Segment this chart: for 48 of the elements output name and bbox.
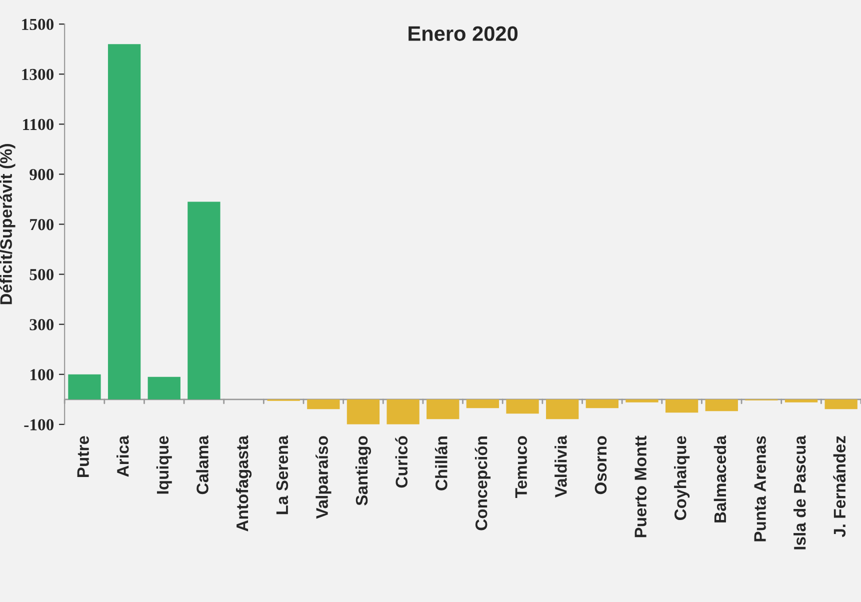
x-tick-label: Arica <box>116 435 129 477</box>
x-tick-label: Isla de Pascua <box>794 435 806 550</box>
bar <box>188 202 220 400</box>
bar <box>386 399 420 424</box>
x-tick-label: Concepción <box>474 436 491 530</box>
bar <box>68 374 101 400</box>
bar <box>546 399 579 420</box>
y-tick-label: 1300 <box>22 68 54 80</box>
bar <box>626 399 658 402</box>
y-tick-label: 700 <box>30 218 54 230</box>
x-tick-label: J. Fernández <box>833 436 846 538</box>
bar <box>665 399 698 413</box>
bar <box>705 399 738 412</box>
x-tick-label: Iquique <box>156 436 172 494</box>
x-tick-label: Curicó <box>395 436 408 488</box>
x-tick-label: Balmaceda <box>714 435 726 522</box>
bar <box>784 399 818 402</box>
y-tick-label: -100 <box>24 419 54 430</box>
x-tick-label: La Serena <box>276 435 288 514</box>
x-tick-label: Temuco <box>515 436 527 498</box>
y-tick-label: 900 <box>30 168 54 180</box>
bar <box>506 399 539 414</box>
y-tick-label: 500 <box>30 268 54 280</box>
x-tick-label: Puerto Montt <box>634 436 646 538</box>
y-tick-label: 1100 <box>23 118 54 130</box>
x-tick-label: Antofagasta <box>236 435 252 532</box>
x-tick-label: Putre <box>77 436 89 478</box>
x-tick-label: Santiago <box>355 436 372 506</box>
bar <box>586 399 618 408</box>
x-tick-label: Calama <box>196 435 208 494</box>
x-tick-label: Punta Arenas <box>754 436 766 542</box>
x-tick-label: Valparaíso <box>316 436 332 519</box>
chart-title: Enero 2020 <box>408 26 518 41</box>
bar <box>426 399 460 420</box>
y-axis-title: Déficit/Superávit (%) <box>0 144 16 304</box>
x-tick-label: Osorno <box>594 436 607 494</box>
bar <box>346 399 380 424</box>
y-tick-label: 100 <box>30 369 54 380</box>
bar <box>108 44 141 400</box>
bar <box>148 376 180 400</box>
x-tick-label: Coyhaique <box>674 436 690 520</box>
y-tick-label: 1500 <box>22 18 54 30</box>
x-tick-label: Chillán <box>434 436 448 490</box>
bar <box>466 399 500 408</box>
y-tick-label: 300 <box>30 319 54 330</box>
x-tick-label: Valdivia <box>554 435 567 498</box>
bar <box>307 399 340 410</box>
bar <box>824 399 858 410</box>
